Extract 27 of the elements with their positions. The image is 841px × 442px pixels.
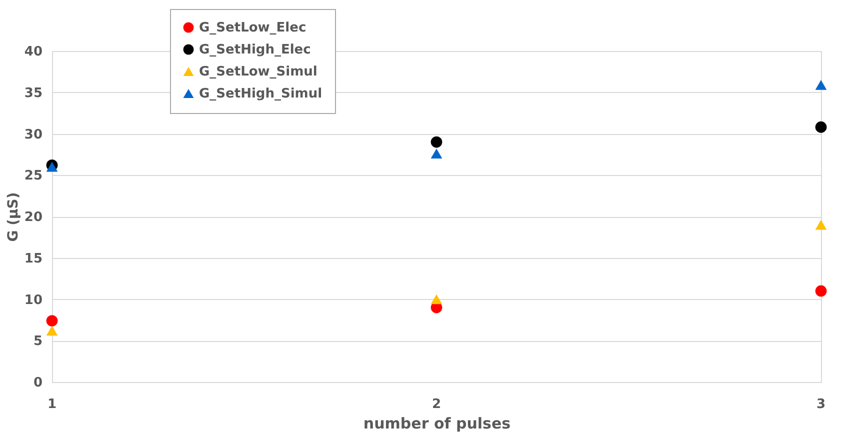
legend-label: G_SetHigh_Elec [199, 42, 311, 58]
legend-label: G_SetLow_Elec [199, 20, 306, 36]
x-tick-label: 3 [816, 397, 826, 412]
point [46, 326, 58, 336]
x-tick-label: 1 [47, 397, 57, 412]
point [46, 315, 58, 326]
point [430, 136, 442, 148]
x-axis-title: number of pulses [363, 414, 511, 432]
y-tick-label: 10 [24, 292, 42, 308]
point [815, 80, 827, 90]
legend-label: G_SetLow_Simul [199, 64, 318, 80]
y-tick-label: 25 [24, 168, 42, 184]
y-axis-title: G (µS) [5, 192, 22, 242]
y-tick-label: 15 [24, 251, 42, 266]
y-tick-label: 20 [24, 210, 42, 225]
y-tick-label: 30 [24, 127, 42, 142]
y-tick-label: 40 [24, 44, 42, 60]
y-tick-label: 0 [33, 376, 42, 390]
point [815, 285, 827, 297]
x-tick-label: 2 [432, 397, 442, 412]
point [815, 121, 827, 133]
point [430, 148, 442, 159]
legend-label: G_SetHigh_Simul [199, 86, 322, 102]
point [815, 220, 827, 230]
y-tick-label: 5 [33, 334, 42, 350]
y-tick-label: 35 [24, 86, 42, 101]
point [430, 294, 442, 304]
